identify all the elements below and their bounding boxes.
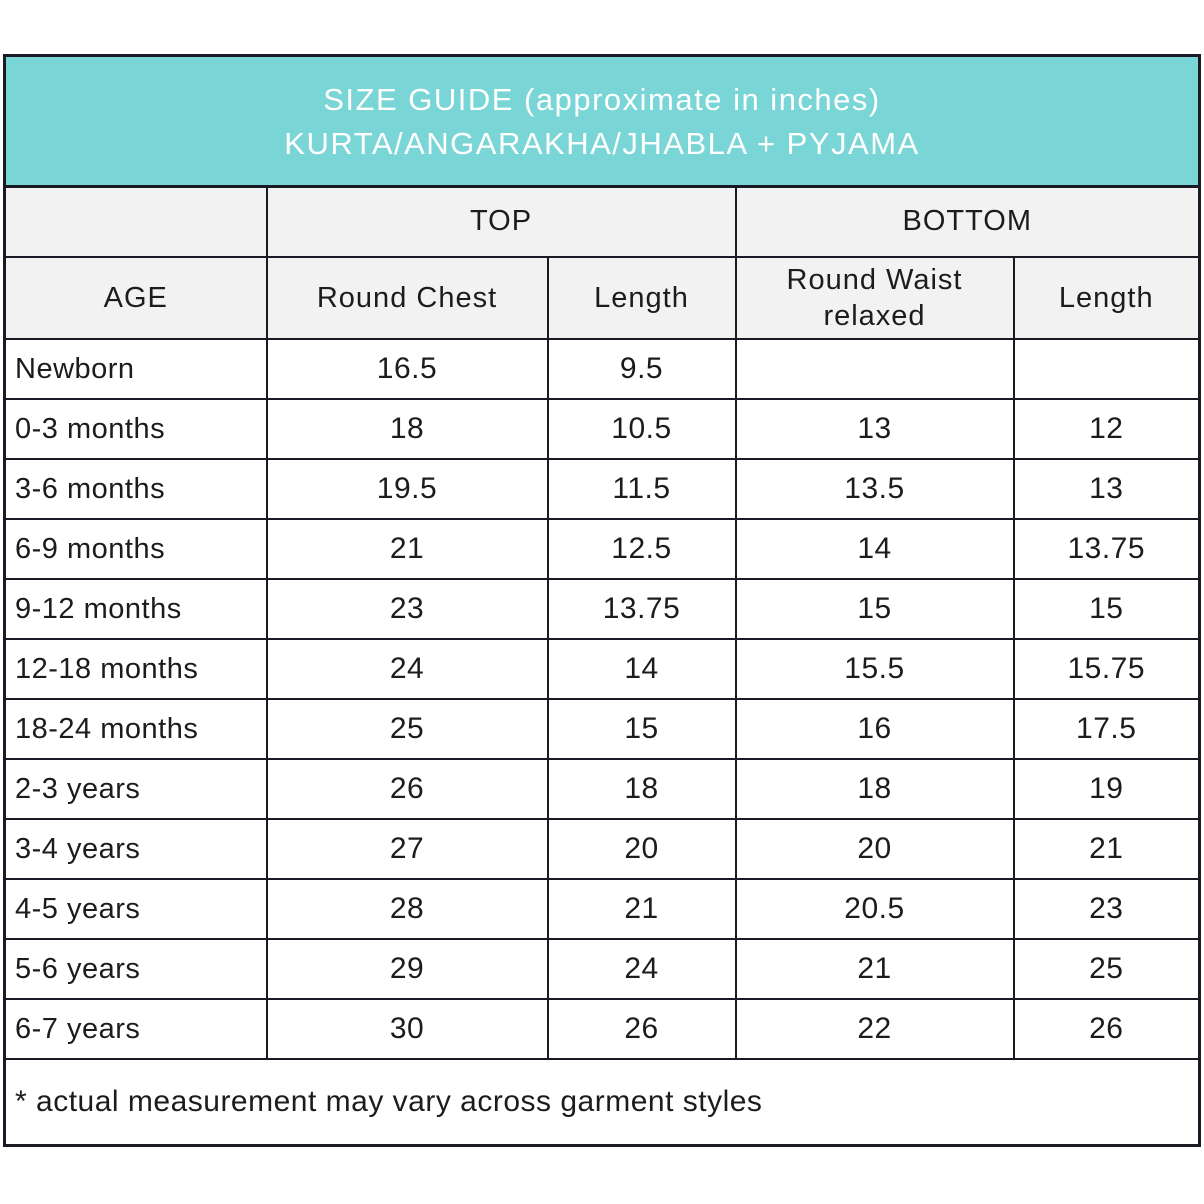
measurement-cell: 15	[1012, 578, 1201, 641]
measurement-cell: 21	[1012, 818, 1201, 881]
age-cell: 5-6 years	[3, 938, 268, 1001]
table-row: 5-6 years 29 24 21 25	[3, 938, 1201, 1001]
banner-title-line1: SIZE GUIDE (approximate in inches)	[323, 82, 881, 117]
table-row: 6-7 years 30 26 22 26	[3, 998, 1201, 1061]
measurement-cell: 15	[546, 698, 737, 761]
table-row: Newborn 16.5 9.5	[3, 338, 1201, 401]
measurement-cell: 18	[734, 758, 1015, 821]
measurement-cell: 20	[546, 818, 737, 881]
column-header-round-waist: Round Waist relaxed	[734, 255, 1015, 341]
table-row: 0-3 months 18 10.5 13 12	[3, 398, 1201, 461]
measurement-cell: 25	[265, 698, 549, 761]
measurement-cell: 13	[734, 398, 1015, 461]
table-row: 9-12 months 23 13.75 15 15	[3, 578, 1201, 641]
banner-title-line2: KURTA/ANGARAKHA/JHABLA + PYJAMA	[284, 126, 920, 162]
measurement-cell: 16	[734, 698, 1015, 761]
measurement-cell: 30	[265, 998, 549, 1061]
size-guide-container: SIZE GUIDE (approximate in inches) KURTA…	[3, 54, 1201, 1147]
measurement-cell: 14	[734, 518, 1015, 581]
measurement-cell: 16.5	[265, 338, 549, 401]
measurement-cell: 20.5	[734, 878, 1015, 941]
age-cell: 4-5 years	[3, 878, 268, 941]
footnote-row: * actual measurement may vary across gar…	[3, 1058, 1201, 1147]
measurement-cell: 21	[546, 878, 737, 941]
measurement-cell: 26	[265, 758, 549, 821]
measurement-cell: 25	[1012, 938, 1201, 1001]
age-cell: 18-24 months	[3, 698, 268, 761]
column-header-top-length: Length	[546, 255, 737, 341]
table-row: 18-24 months 25 15 16 17.5	[3, 698, 1201, 761]
column-header-bottom-length: Length	[1012, 255, 1201, 341]
table-row: 2-3 years 26 18 18 19	[3, 758, 1201, 821]
measurement-cell	[734, 338, 1015, 401]
table-row: 6-9 months 21 12.5 14 13.75	[3, 518, 1201, 581]
measurement-cell: 10.5	[546, 398, 737, 461]
age-cell: 3-4 years	[3, 818, 268, 881]
size-guide-banner: SIZE GUIDE (approximate in inches) KURTA…	[3, 54, 1201, 186]
measurement-cell: 9.5	[546, 338, 737, 401]
measurement-cell: 13.75	[1012, 518, 1201, 581]
measurement-cell: 26	[546, 998, 737, 1061]
age-cell: 12-18 months	[3, 638, 268, 701]
group-header-row: TOP BOTTOM	[3, 185, 1201, 258]
measurement-cell: 12	[1012, 398, 1201, 461]
measurement-cell: 18	[265, 398, 549, 461]
measurement-cell: 17.5	[1012, 698, 1201, 761]
size-guide-table: TOP BOTTOM AGE Round Chest Length Round …	[3, 185, 1201, 1147]
measurement-cell	[1012, 338, 1201, 401]
table-row: 3-4 years 27 20 20 21	[3, 818, 1201, 881]
age-cell: Newborn	[3, 338, 268, 401]
table-row: 4-5 years 28 21 20.5 23	[3, 878, 1201, 941]
measurement-cell: 23	[1012, 878, 1201, 941]
age-cell: 6-7 years	[3, 998, 268, 1061]
corner-cell	[3, 185, 268, 258]
measurement-cell: 26	[1012, 998, 1201, 1061]
column-header-age: AGE	[3, 255, 268, 341]
measurement-cell: 13.75	[546, 578, 737, 641]
measurement-cell: 29	[265, 938, 549, 1001]
measurement-cell: 27	[265, 818, 549, 881]
age-cell: 2-3 years	[3, 758, 268, 821]
measurement-cell: 22	[734, 998, 1015, 1061]
measurement-cell: 24	[546, 938, 737, 1001]
footnote: * actual measurement may vary across gar…	[3, 1058, 1201, 1147]
age-cell: 0-3 months	[3, 398, 268, 461]
measurement-cell: 13	[1012, 458, 1201, 521]
measurement-cell: 15.75	[1012, 638, 1201, 701]
table-row: 3-6 months 19.5 11.5 13.5 13	[3, 458, 1201, 521]
measurement-cell: 21	[734, 938, 1015, 1001]
measurement-cell: 24	[265, 638, 549, 701]
measurement-cell: 19	[1012, 758, 1201, 821]
measurement-cell: 15.5	[734, 638, 1015, 701]
measurement-cell: 23	[265, 578, 549, 641]
group-header-bottom: BOTTOM	[734, 185, 1201, 258]
measurement-cell: 15	[734, 578, 1015, 641]
measurement-cell: 12.5	[546, 518, 737, 581]
measurement-cell: 21	[265, 518, 549, 581]
column-header-row: AGE Round Chest Length Round Waist relax…	[3, 255, 1201, 341]
age-cell: 6-9 months	[3, 518, 268, 581]
group-header-top: TOP	[265, 185, 737, 258]
measurement-cell: 19.5	[265, 458, 549, 521]
column-header-round-chest: Round Chest	[265, 255, 549, 341]
measurement-cell: 18	[546, 758, 737, 821]
age-cell: 3-6 months	[3, 458, 268, 521]
table-row: 12-18 months 24 14 15.5 15.75	[3, 638, 1201, 701]
measurement-cell: 13.5	[734, 458, 1015, 521]
measurement-cell: 11.5	[546, 458, 737, 521]
measurement-cell: 28	[265, 878, 549, 941]
measurement-cell: 14	[546, 638, 737, 701]
age-cell: 9-12 months	[3, 578, 268, 641]
measurement-cell: 20	[734, 818, 1015, 881]
